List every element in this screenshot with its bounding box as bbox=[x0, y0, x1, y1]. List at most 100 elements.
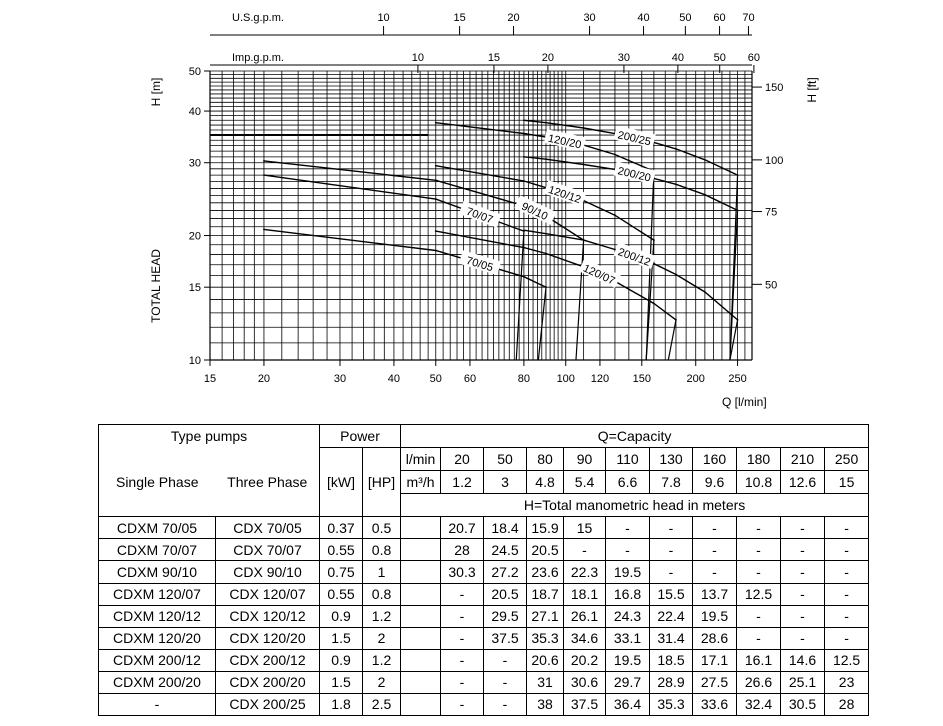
data-point bbox=[703, 193, 706, 196]
x-tick-label: 200 bbox=[687, 373, 705, 385]
cell-three-phase: CDX 90/10 bbox=[214, 560, 321, 584]
header-m3h-value: 1.2 bbox=[440, 470, 485, 495]
header-lmin-value: 50 bbox=[483, 447, 528, 472]
cell-head: 30.5 bbox=[780, 692, 826, 717]
data-point bbox=[523, 275, 525, 278]
cell-head: 19.5 bbox=[605, 648, 651, 672]
data-point bbox=[652, 239, 655, 241]
data-point bbox=[434, 198, 437, 200]
ft-tick-label: 50 bbox=[765, 279, 777, 291]
header-lmin-label: l/min bbox=[400, 447, 442, 472]
table-row: CDXM 70/07 CDX 70/07 0.55 0.8 28 24.5 20.5- - - -… bbox=[98, 538, 912, 562]
cell-head: - bbox=[483, 670, 528, 694]
cell-head: - bbox=[440, 692, 485, 717]
cell-kw: 0.75 bbox=[319, 560, 364, 584]
cell-three-phase: CDX 200/25 bbox=[214, 692, 321, 717]
table-row: - CDX 200/25 1.8 2.5- -38 37.5 36.4 35.3 33.6 32.… bbox=[98, 692, 912, 717]
series-runout-200-12 bbox=[729, 319, 739, 361]
cell-single-phase: - bbox=[98, 692, 216, 717]
cell-spacer bbox=[400, 538, 442, 562]
series-line-200-12 bbox=[523, 229, 739, 321]
cell-single-phase: CDXM 70/07 bbox=[98, 538, 216, 562]
cell-head: 33.1 bbox=[605, 626, 651, 650]
header-capacity: Q=Capacity bbox=[400, 423, 870, 448]
curve-label-bg bbox=[613, 242, 656, 270]
cell-head: 37.5 bbox=[483, 626, 528, 650]
data-point bbox=[736, 174, 739, 177]
data-point bbox=[582, 239, 585, 241]
data-point bbox=[523, 180, 525, 182]
cell-head: - bbox=[649, 538, 694, 562]
data-point bbox=[614, 248, 616, 251]
ft-tick-label: 100 bbox=[765, 155, 783, 167]
imp-gpm-tick-label: 10 bbox=[412, 52, 424, 64]
cell-head: - bbox=[692, 538, 738, 562]
cell-three-phase: CDX 120/07 bbox=[214, 582, 321, 606]
x-tick-label: 30 bbox=[334, 373, 346, 385]
cell-head: - bbox=[736, 626, 782, 650]
cell-head: - bbox=[780, 604, 826, 628]
y-axis-title: TOTAL HEAD bbox=[149, 249, 163, 323]
ft-tick-label: 150 bbox=[765, 82, 783, 94]
header-m3h-value: 4.8 bbox=[526, 470, 565, 495]
cell-head: - bbox=[736, 538, 782, 562]
imp-gpm-tick-label: 50 bbox=[714, 52, 726, 64]
cell-hp: 1 bbox=[362, 560, 402, 584]
us-gpm-axis-label: U.S.g.p.m. bbox=[232, 12, 284, 24]
header-hp: [HP] bbox=[362, 470, 402, 494]
cell-head: - bbox=[483, 648, 528, 672]
x-axis-title: Q [l/min] bbox=[722, 395, 767, 409]
cell-three-phase: CDX 200/12 bbox=[214, 648, 321, 672]
curve-label-text: 70/05 bbox=[465, 255, 495, 274]
cell-spacer bbox=[400, 626, 442, 650]
cell-single-phase: CDXM 120/20 bbox=[98, 626, 216, 650]
us-gpm-tick-label: 70 bbox=[742, 12, 754, 24]
cell-head: 36.4 bbox=[605, 692, 651, 717]
header-m3h-value: 3 bbox=[483, 470, 528, 495]
table-row: CDXM 120/07 CDX 120/07 0.55 0.8-20.5 18.7 18.… bbox=[98, 582, 912, 606]
cell-head: 12.5 bbox=[824, 648, 870, 672]
cell-hp: 0.8 bbox=[362, 582, 402, 606]
header-lmin-value: 110 bbox=[605, 447, 651, 472]
cell-head: 28.9 bbox=[649, 670, 694, 694]
cell-spacer bbox=[400, 648, 442, 672]
cell-head: - bbox=[440, 648, 485, 672]
us-gpm-tick-label: 15 bbox=[453, 12, 465, 24]
data-point bbox=[582, 127, 585, 129]
imp-gpm-axis-label: Imp.g.p.m. bbox=[232, 52, 284, 64]
cell-head: - bbox=[780, 538, 826, 562]
cell-head: 19.5 bbox=[605, 560, 651, 584]
header-spacer bbox=[319, 493, 364, 518]
header-spacer bbox=[319, 447, 364, 471]
data-point bbox=[703, 291, 706, 293]
data-point bbox=[434, 249, 437, 252]
data-point bbox=[434, 121, 437, 124]
x-tick-label: 100 bbox=[557, 373, 575, 385]
data-point bbox=[523, 119, 525, 122]
series-layer bbox=[263, 119, 739, 361]
cell-spacer bbox=[400, 516, 442, 540]
x-tick-label: 80 bbox=[518, 373, 530, 385]
cell-kw: 1.5 bbox=[319, 670, 364, 694]
data-point bbox=[703, 158, 706, 161]
cell-head: 29.5 bbox=[483, 604, 528, 628]
imp-gpm-tick-label: 60 bbox=[748, 52, 760, 64]
cell-single-phase: CDXM 120/12 bbox=[98, 604, 216, 628]
cell-head: - bbox=[605, 538, 651, 562]
grid bbox=[209, 70, 753, 361]
header-m3h-label: m³/h bbox=[400, 470, 442, 495]
table-row: CDXM 70/05 CDX 70/05 0.37 0.5 20.7 18.4 15.9 15… bbox=[98, 516, 912, 540]
cell-head: 26.6 bbox=[736, 670, 782, 694]
cell-three-phase: CDX 200/20 bbox=[214, 670, 321, 694]
cell-head: 25.1 bbox=[780, 670, 826, 694]
cell-head: 29.7 bbox=[605, 670, 651, 694]
cell-single-phase: CDXM 90/10 bbox=[98, 560, 216, 584]
cell-kw: 0.9 bbox=[319, 604, 364, 628]
cell-head: 34.6 bbox=[563, 626, 607, 650]
data-point bbox=[614, 153, 616, 156]
data-point bbox=[523, 155, 525, 158]
cell-head: 31 bbox=[526, 670, 565, 694]
header-spacer bbox=[98, 493, 216, 518]
cell-head: 17.1 bbox=[692, 648, 738, 672]
header-lmin-value: 250 bbox=[824, 447, 870, 472]
